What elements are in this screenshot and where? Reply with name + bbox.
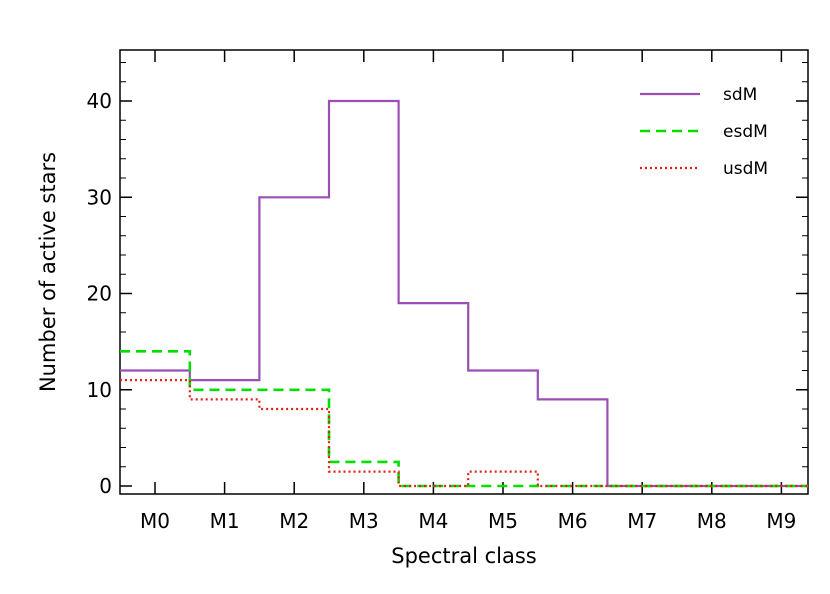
- x-tick-label: M2: [279, 509, 309, 533]
- y-tick-label: 20: [87, 282, 112, 306]
- legend-label-esdm: esdM: [723, 122, 768, 142]
- x-tick-label: M4: [418, 509, 448, 533]
- series-lines: [120, 99, 808, 488]
- x-tick-label: M0: [140, 509, 170, 533]
- y-tick-label: 30: [87, 185, 112, 209]
- y-tick-labels: 0 10 20 30 40: [87, 89, 112, 498]
- x-axis-label: Spectral class: [391, 544, 537, 568]
- series-line-usdm: [120, 379, 808, 488]
- x-tick-label: M9: [766, 509, 796, 533]
- plot-frame: [119, 49, 809, 495]
- series-line-esdm: [120, 350, 808, 488]
- axis-ticks: [120, 50, 808, 494]
- x-tick-label: M5: [488, 509, 518, 533]
- y-axis-label: Number of active stars: [36, 152, 60, 392]
- legend-label-usdm: usdM: [723, 159, 768, 179]
- x-tick-label: M1: [210, 509, 240, 533]
- x-tick-label: M7: [627, 509, 657, 533]
- x-tick-labels: M0 M1 M2 M3 M4 M5 M6 M7 M8 M9: [140, 509, 796, 533]
- x-tick-label: M8: [697, 509, 727, 533]
- y-tick-label: 10: [87, 378, 112, 402]
- x-tick-label: M3: [349, 509, 379, 533]
- legend-label-sdm: sdM: [723, 85, 757, 105]
- y-tick-label: 0: [99, 474, 112, 498]
- y-tick-label: 40: [87, 89, 112, 113]
- legend: sdM esdM usdM: [640, 85, 768, 179]
- series-line-sdm: [120, 99, 808, 488]
- x-tick-label: M6: [558, 509, 588, 533]
